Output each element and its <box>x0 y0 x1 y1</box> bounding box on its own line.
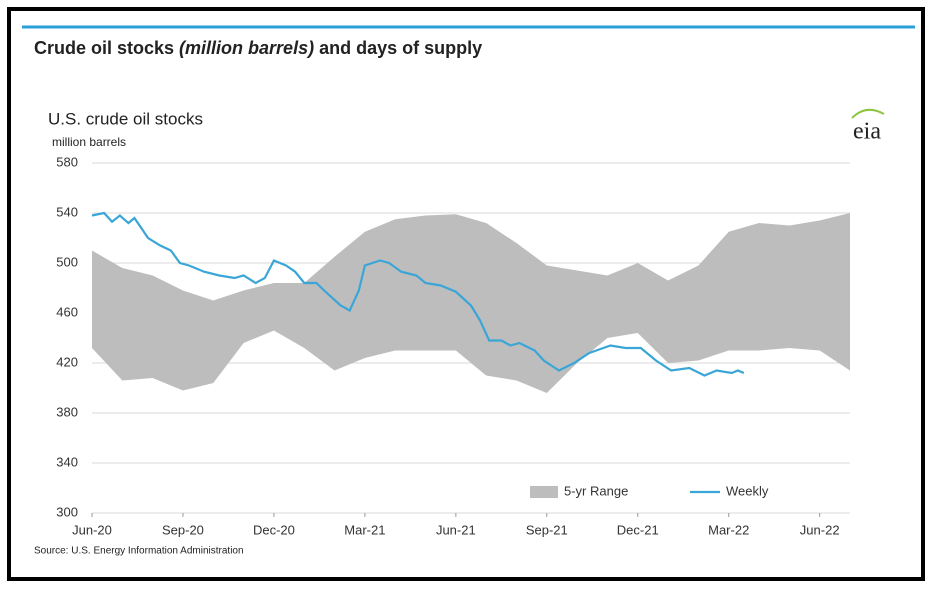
range-band <box>92 213 850 393</box>
y-tick-label: 460 <box>56 304 78 319</box>
chart-title: U.S. crude oil stocks <box>48 109 203 128</box>
y-tick-label: 540 <box>56 204 78 219</box>
y-tick-label: 500 <box>56 254 78 269</box>
x-tick-label: Mar-22 <box>708 522 749 537</box>
source: Source: U.S. Energy Information Administ… <box>34 546 244 557</box>
x-tick-label: Jun-22 <box>800 522 840 537</box>
y-tick-label: 380 <box>56 404 78 419</box>
y-axis-label: million barrels <box>52 135 126 149</box>
legend-label: 5-yr Range <box>564 483 628 498</box>
title-part: and days of supply <box>319 38 482 58</box>
x-tick-label: Dec-21 <box>617 522 659 537</box>
title-part: Crude oil stocks <box>34 38 174 58</box>
x-tick-label: Sep-20 <box>162 522 204 537</box>
y-tick-label: 420 <box>56 354 78 369</box>
panel-title: Crude oil stocks (million barrels) and day… <box>34 38 482 58</box>
x-tick-label: Sep-21 <box>526 522 568 537</box>
y-tick-label: 340 <box>56 454 78 469</box>
plot: 300 340 380 420 460 500 540 580 Jun-20 Sep-20 Dec-… <box>56 154 850 537</box>
title-part: (million barrels) <box>179 38 314 58</box>
x-tick-label: Jun-20 <box>72 522 112 537</box>
logo: eia <box>853 119 881 145</box>
legend-swatch <box>530 486 558 498</box>
x-tick-label: Mar-21 <box>344 522 385 537</box>
x-tick-label: Dec-20 <box>253 522 295 537</box>
series-layer <box>91 211 850 393</box>
logo-arc <box>851 108 885 119</box>
y-tick-label: 580 <box>56 154 78 169</box>
line-series <box>91 211 745 377</box>
x-tick-label: Jun-21 <box>436 522 476 537</box>
y-tick-label: 300 <box>56 504 78 519</box>
legend-label: Weekly <box>726 483 769 498</box>
